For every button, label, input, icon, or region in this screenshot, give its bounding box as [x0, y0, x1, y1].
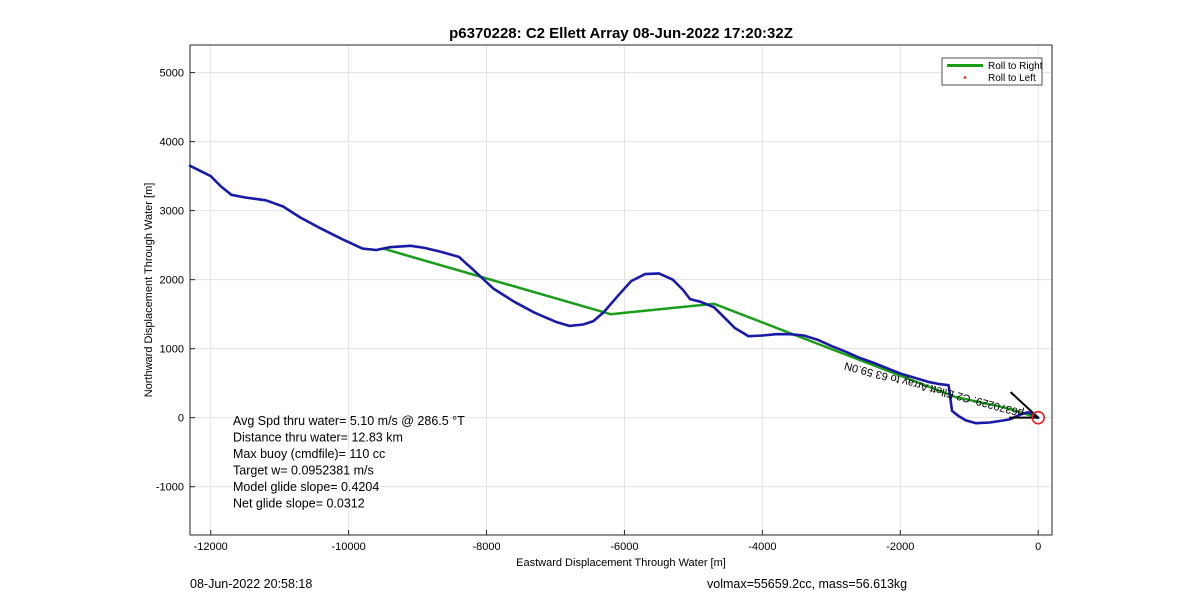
axes-box [189, 44, 1053, 536]
y-tick-label: 2000 [160, 275, 184, 287]
tick-labels: -12000 -10000 -8000 -6000 -4000 -2000 0-100001… [156, 68, 1041, 553]
stats-annotations: Avg Spd thru water= 5.10 m/s @ 286.5 °T D… [233, 414, 465, 511]
legend-box [941, 57, 1043, 86]
footer-timestamp: 08-Jun-2022 20:58:18 [190, 577, 313, 591]
legend-label-roll-left: Roll to Left [988, 73, 1036, 84]
stat-line: Model glide slope= 0.4204 [233, 480, 379, 494]
end-marker [1031, 410, 1046, 425]
x-tick-label: -8000 [472, 541, 500, 553]
y-tick-label: 5000 [160, 68, 184, 80]
x-tick-label: -6000 [610, 541, 638, 553]
y-tick-label: 3000 [160, 206, 184, 218]
legend: Roll to Right Roll to Left [941, 57, 1043, 86]
y-tick-label: 0 [178, 413, 184, 425]
end-point-circle [1031, 410, 1046, 425]
y-tick-label: 1000 [160, 344, 184, 356]
x-tick-label: -4000 [748, 541, 776, 553]
x-tick-label: -12000 [194, 541, 228, 553]
stat-line: Net glide slope= 0.0312 [233, 497, 365, 511]
y-tick-label: 4000 [160, 137, 184, 149]
footer-volmax-mass: volmax=55659.2cc, mass=56.613kg [707, 577, 908, 591]
stat-line: Avg Spd thru water= 5.10 m/s @ 286.5 °T [233, 414, 465, 428]
stat-line: Max buoy (cmdfile)= 110 cc [233, 447, 385, 461]
x-tick-label: -2000 [886, 541, 914, 553]
chart-title: p6370228: C2 Ellett Array 08-Jun-2022 17… [449, 25, 793, 42]
series-roll-to-right-line [381, 247, 1040, 419]
legend-label-roll-right: Roll to Right [988, 61, 1043, 72]
grid-lines [190, 45, 1052, 535]
track-label: p6370229: C2 Ellett Array to 63 59.0N [843, 359, 1025, 419]
series-track-line [188, 164, 1040, 425]
stat-line: Distance thru water= 12.83 km [233, 431, 403, 445]
y-tick-label: -1000 [156, 482, 184, 494]
legend-marker-roll-left [963, 76, 967, 79]
x-tick-label: 0 [1035, 541, 1041, 553]
x-tick-label: -10000 [331, 541, 365, 553]
stat-line: Target w= 0.0952381 m/s [233, 464, 374, 478]
y-axis-label: Northward Displacement Through Water [m] [143, 183, 155, 398]
x-axis-label: Eastward Displacement Through Water [m] [516, 557, 726, 569]
